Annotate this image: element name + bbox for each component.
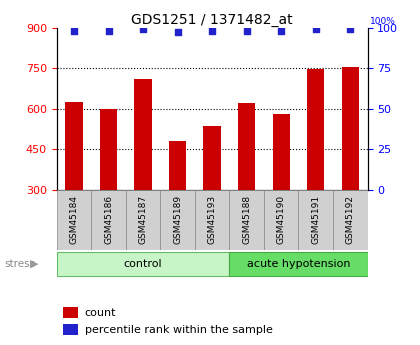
Bar [169,141,186,190]
Bar [264,190,299,250]
Text: GSM45188: GSM45188 [242,195,251,245]
Point [312,27,319,32]
Bar [229,252,368,276]
Title: GDS1251 / 1371482_at: GDS1251 / 1371482_at [131,12,293,27]
Bar [160,190,195,250]
Text: GSM45187: GSM45187 [139,195,147,245]
Point [71,28,77,33]
Bar [307,69,324,190]
Bar [229,190,264,250]
Bar [63,307,79,318]
Bar [203,126,221,190]
Text: GSM45189: GSM45189 [173,195,182,245]
Bar [333,190,368,250]
Bar [299,190,333,250]
Text: stress: stress [4,259,35,269]
Point [243,28,250,33]
Text: percentile rank within the sample: percentile rank within the sample [85,325,273,335]
Point [209,28,215,33]
Bar [273,114,290,190]
Text: 100%: 100% [370,17,396,26]
Bar [57,252,229,276]
Point [174,30,181,35]
Bar [238,103,255,190]
Text: control: control [124,259,163,269]
Bar [66,102,83,190]
Bar [195,190,229,250]
Point [278,28,284,33]
Point [347,27,354,32]
Bar [100,109,117,190]
Text: GSM45184: GSM45184 [69,195,79,245]
Point [105,28,112,33]
Text: GSM45193: GSM45193 [207,195,217,245]
Point [140,27,147,32]
Text: GSM45192: GSM45192 [346,195,355,245]
Text: ▶: ▶ [30,259,39,269]
Text: GSM45186: GSM45186 [104,195,113,245]
Text: count: count [85,308,116,317]
Bar [91,190,126,250]
Bar [57,190,91,250]
Bar [126,190,160,250]
Text: GSM45191: GSM45191 [311,195,320,245]
Bar [134,79,152,190]
Text: GSM45190: GSM45190 [277,195,286,245]
Bar [63,324,79,335]
Bar [341,67,359,190]
Text: acute hypotension: acute hypotension [247,259,350,269]
